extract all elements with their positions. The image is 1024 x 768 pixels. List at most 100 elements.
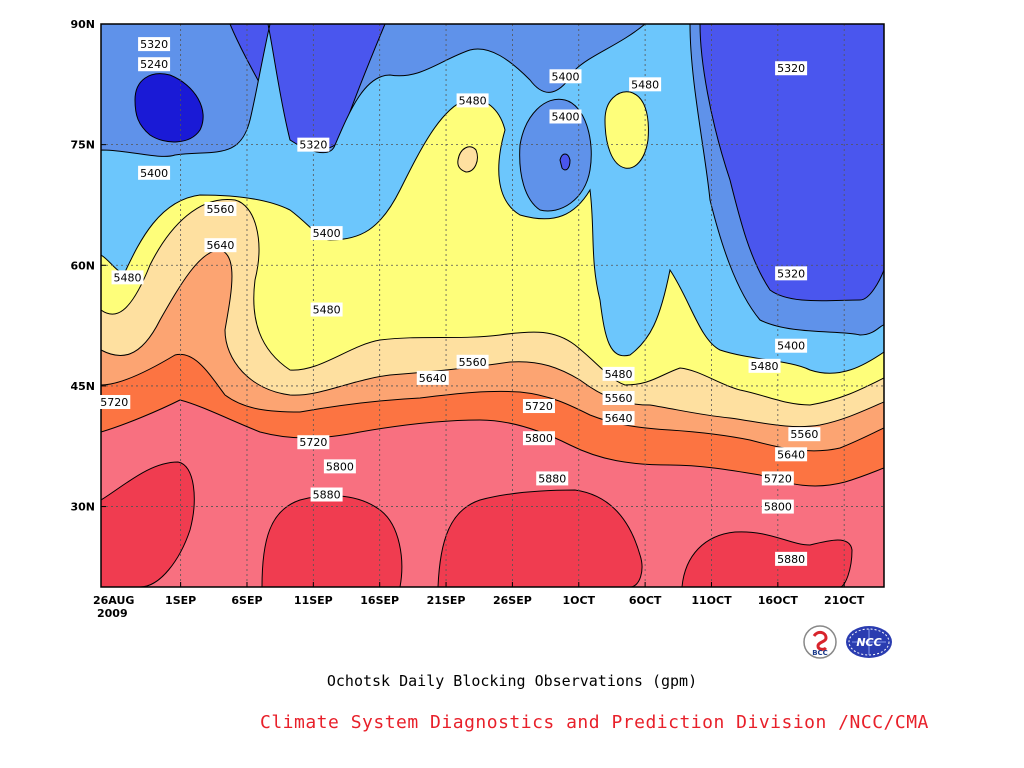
band-5320-small bbox=[559, 153, 571, 171]
contour-label-text: 5560 bbox=[206, 203, 234, 216]
contour-label-text: 5400 bbox=[551, 110, 579, 123]
x-tick-label: 11OCT bbox=[691, 594, 732, 607]
contour-label-bg bbox=[204, 238, 237, 253]
contour-label-bg bbox=[138, 165, 171, 180]
contour-label-bg bbox=[297, 137, 330, 152]
band-5880-c bbox=[437, 489, 643, 587]
x-tick-label: 1SEP bbox=[165, 594, 196, 607]
contour-labels: 5320 5240 5400 5560 5640 5480 5320 5400 5480 5480… bbox=[98, 37, 821, 566]
contour-label: 5320 bbox=[138, 37, 171, 52]
contour-label: 5400 bbox=[775, 338, 808, 353]
contour-label: 5480 bbox=[602, 366, 635, 381]
contour-label: 5640 bbox=[602, 411, 635, 426]
x-tick-label: 16SEP bbox=[360, 594, 399, 607]
contour-label-text: 5480 bbox=[459, 94, 487, 107]
contour-label-bg bbox=[310, 226, 343, 241]
contour-label: 5320 bbox=[775, 266, 808, 281]
x-tick-label: 26SEP bbox=[493, 594, 532, 607]
contour-label-text: 5240 bbox=[140, 58, 168, 71]
contour-label-text: 5640 bbox=[419, 372, 447, 385]
x-tick-sublabel: 2009 bbox=[97, 607, 128, 620]
contour-label: 5480 bbox=[748, 358, 781, 373]
contour-label-bg bbox=[775, 61, 808, 76]
band-5240-core bbox=[134, 73, 204, 143]
contour-label: 5400 bbox=[549, 109, 582, 124]
x-tick-label: 26AUG bbox=[93, 594, 134, 607]
contour-label: 5480 bbox=[111, 270, 144, 285]
contour-label-text: 5320 bbox=[777, 267, 805, 280]
contour-label: 5880 bbox=[775, 551, 808, 566]
contour-label-bg bbox=[602, 366, 635, 381]
contour-label-bg bbox=[602, 390, 635, 405]
x-tick-label: 1OCT bbox=[562, 594, 595, 607]
contour-label-bg bbox=[775, 447, 808, 462]
x-tick-label: 16OCT bbox=[758, 594, 799, 607]
band-5880-a bbox=[101, 461, 195, 587]
contour-label-text: 5880 bbox=[777, 553, 805, 566]
contour-label: 5800 bbox=[761, 499, 794, 514]
contour-label: 5480 bbox=[629, 77, 662, 92]
contour-label: 5640 bbox=[416, 370, 449, 385]
ncc-logo-text: NCC bbox=[856, 636, 881, 649]
credit-line: Climate System Diagnostics and Predictio… bbox=[260, 712, 929, 733]
contour-label: 5640 bbox=[204, 238, 237, 253]
contour-label-text: 5720 bbox=[299, 436, 327, 449]
contour-label-bg bbox=[522, 431, 555, 446]
contour-label: 5880 bbox=[310, 487, 343, 502]
contour-label-text: 5800 bbox=[525, 432, 553, 445]
y-tick-label: 60N bbox=[70, 259, 95, 272]
contour-label-text: 5400 bbox=[777, 340, 805, 353]
contour-label-bg bbox=[775, 551, 808, 566]
contour-label-text: 5880 bbox=[538, 472, 566, 485]
contour-label-bg bbox=[98, 395, 131, 410]
contour-label-bg bbox=[775, 266, 808, 281]
x-tick-label: 6OCT bbox=[629, 594, 662, 607]
contour-label: 5480 bbox=[310, 302, 343, 317]
contour-label-text: 5480 bbox=[114, 271, 142, 284]
contour-label-bg bbox=[310, 487, 343, 502]
contour-label-text: 5640 bbox=[206, 239, 234, 252]
contour-label-bg bbox=[416, 370, 449, 385]
band-5560-small bbox=[457, 146, 478, 173]
band-5400-island bbox=[519, 98, 592, 212]
contour-label: 5400 bbox=[138, 165, 171, 180]
band-5880-d bbox=[681, 531, 853, 587]
contour-label: 5720 bbox=[522, 399, 555, 414]
x-tick-label: 6SEP bbox=[231, 594, 262, 607]
plot-frame bbox=[100, 23, 885, 588]
contour-label: 5720 bbox=[761, 471, 794, 486]
y-tick-label: 30N bbox=[70, 501, 95, 514]
contour-label-bg bbox=[111, 270, 144, 285]
contour-label-text: 5400 bbox=[313, 227, 341, 240]
contour-label-text: 5720 bbox=[764, 472, 792, 485]
contour-label-bg bbox=[456, 93, 489, 108]
contour-label-text: 5320 bbox=[299, 139, 327, 152]
contour-label: 5720 bbox=[98, 395, 131, 410]
contour-label: 5640 bbox=[775, 447, 808, 462]
contour-label: 5800 bbox=[323, 459, 356, 474]
contour-label-bg bbox=[629, 77, 662, 92]
contour-label-bg bbox=[549, 109, 582, 124]
plot-area bbox=[101, 24, 884, 587]
contour-label: 5480 bbox=[456, 93, 489, 108]
contour-label: 5240 bbox=[138, 57, 171, 72]
contour-label-bg bbox=[138, 37, 171, 52]
contour-label: 5400 bbox=[549, 69, 582, 84]
contour-label-text: 5640 bbox=[777, 448, 805, 461]
contour-label-bg bbox=[310, 302, 343, 317]
contour-label-text: 5720 bbox=[525, 400, 553, 413]
contour-label-bg bbox=[602, 411, 635, 426]
contour-label-text: 5560 bbox=[790, 428, 818, 441]
contour-label-bg bbox=[323, 459, 356, 474]
contour-label: 5560 bbox=[204, 201, 237, 216]
contour-label-text: 5400 bbox=[140, 167, 168, 180]
contour-label-text: 5480 bbox=[751, 360, 779, 373]
x-tick-label: 21SEP bbox=[427, 594, 466, 607]
contour-label-text: 5480 bbox=[605, 368, 633, 381]
contour-label-text: 5480 bbox=[313, 304, 341, 317]
contour-label-bg bbox=[204, 201, 237, 216]
contour-label-bg bbox=[761, 499, 794, 514]
contour-label-text: 5720 bbox=[100, 396, 128, 409]
contour-label: 5320 bbox=[775, 61, 808, 76]
